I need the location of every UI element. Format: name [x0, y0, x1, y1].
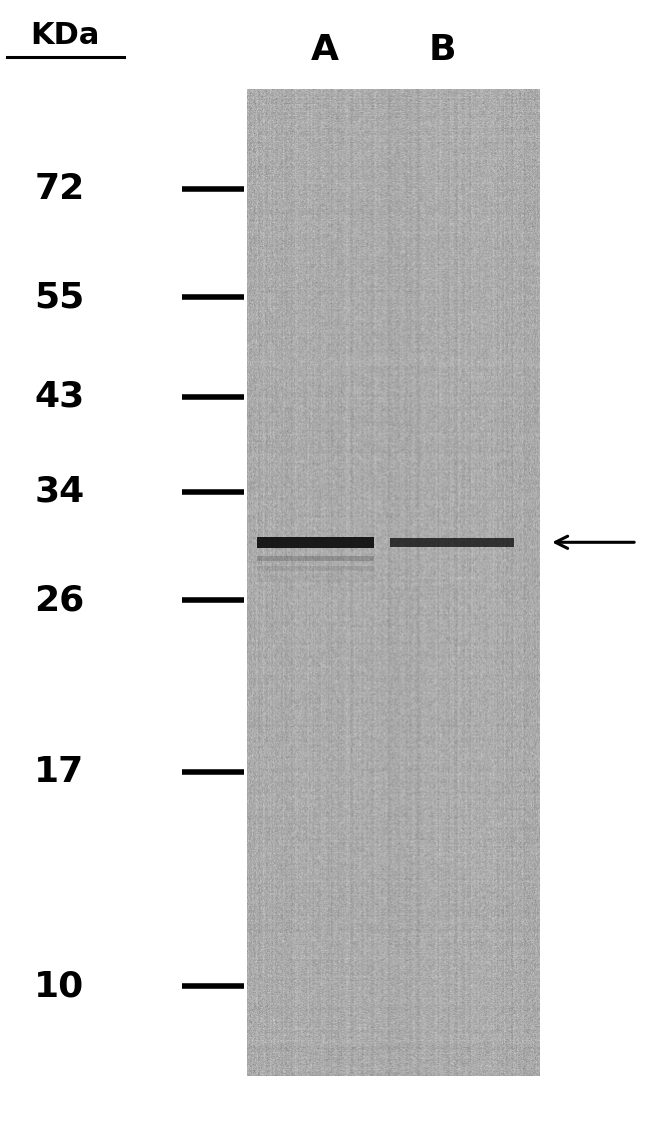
- Bar: [257, 576, 374, 582]
- Text: 10: 10: [34, 969, 84, 1003]
- Text: A: A: [311, 34, 339, 67]
- Text: 72: 72: [34, 172, 84, 205]
- Bar: [257, 537, 374, 548]
- Bar: [390, 538, 514, 547]
- Text: KDa: KDa: [31, 21, 99, 50]
- Text: 34: 34: [34, 474, 84, 509]
- Bar: [257, 556, 374, 562]
- Bar: [257, 566, 374, 572]
- Text: 17: 17: [34, 754, 84, 789]
- Text: 55: 55: [34, 280, 84, 315]
- Text: 43: 43: [34, 380, 84, 414]
- Text: 26: 26: [34, 583, 84, 617]
- Text: B: B: [428, 34, 456, 67]
